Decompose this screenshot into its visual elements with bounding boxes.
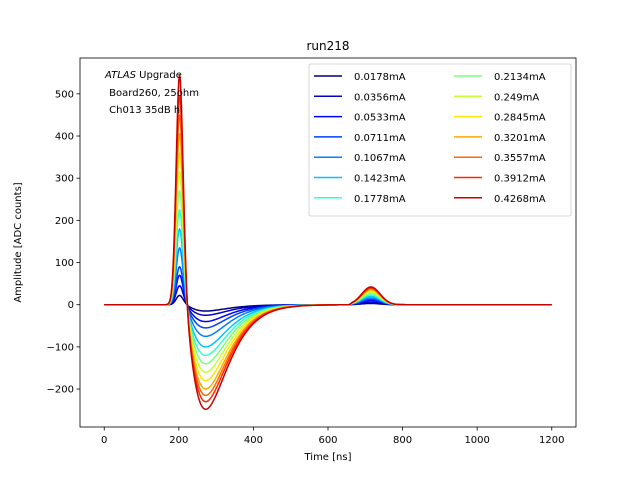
x-tick-label: 200 bbox=[169, 435, 188, 446]
legend-label-10: 0.3201mA bbox=[494, 133, 546, 144]
annotation-atlas-italic: ATLAS bbox=[104, 70, 137, 81]
y-tick-label: 100 bbox=[55, 258, 74, 269]
y-tick-label: 300 bbox=[55, 174, 74, 185]
legend-label-3: 0.0711mA bbox=[354, 133, 406, 144]
annotation-line-1: ATLAS Upgrade bbox=[104, 70, 182, 81]
legend-label-13: 0.4268mA bbox=[494, 194, 546, 205]
y-tick-label: −200 bbox=[47, 385, 74, 396]
y-tick-label: 400 bbox=[55, 132, 74, 143]
legend-label-2: 0.0533mA bbox=[354, 113, 406, 124]
legend-label-9: 0.2845mA bbox=[494, 113, 546, 124]
x-tick-label: 1000 bbox=[464, 435, 489, 446]
legend-label-6: 0.1778mA bbox=[354, 194, 406, 205]
x-axis-label: Time [ns] bbox=[303, 452, 351, 463]
y-tick-label: −100 bbox=[47, 342, 74, 353]
chart-title: run218 bbox=[306, 39, 349, 53]
x-tick-label: 800 bbox=[393, 435, 412, 446]
legend: 0.0178mA 0.0356mA 0.0533mA 0.0711mA 0.1067mA… bbox=[308, 63, 572, 217]
y-axis-label: Amplitude [ADC counts] bbox=[13, 182, 24, 302]
legend-label-0: 0.0178mA bbox=[354, 72, 406, 83]
series-line-13 bbox=[104, 74, 552, 411]
annotation-upgrade: Upgrade bbox=[136, 70, 182, 81]
legend-label-4: 0.1067mA bbox=[354, 153, 406, 164]
legend-label-8: 0.249mA bbox=[494, 92, 539, 103]
series-layer bbox=[104, 74, 552, 411]
x-tick-label: 600 bbox=[318, 435, 337, 446]
x-tick-label: 1200 bbox=[539, 435, 564, 446]
x-tick-label: 400 bbox=[244, 435, 263, 446]
x-tick-label: 0 bbox=[101, 435, 107, 446]
legend-items: 0.0178mA 0.0356mA 0.0533mA 0.0711mA 0.1067mA… bbox=[314, 72, 546, 205]
ticks-layer: 0 200 400 600 800 1000 1200 −200 −100 0 100 200 300 4… bbox=[47, 89, 565, 446]
legend-label-7: 0.2134mA bbox=[494, 72, 546, 83]
legend-label-5: 0.1423mA bbox=[354, 174, 406, 185]
atlas-annotation: ATLAS Upgrade Board260, 25ohm Ch013 35dB… bbox=[104, 70, 199, 116]
legend-label-12: 0.3912mA bbox=[494, 174, 546, 185]
annotation-line-2: Board260, 25ohm bbox=[106, 88, 199, 99]
y-tick-label: 0 bbox=[68, 300, 74, 311]
legend-box bbox=[308, 63, 572, 217]
y-tick-label: 200 bbox=[55, 216, 74, 227]
annotation-line-3: Ch013 35dB hi bbox=[106, 105, 183, 116]
legend-label-11: 0.3557mA bbox=[494, 153, 546, 164]
y-tick-label: 500 bbox=[55, 89, 74, 100]
legend-label-1: 0.0356mA bbox=[354, 92, 406, 103]
